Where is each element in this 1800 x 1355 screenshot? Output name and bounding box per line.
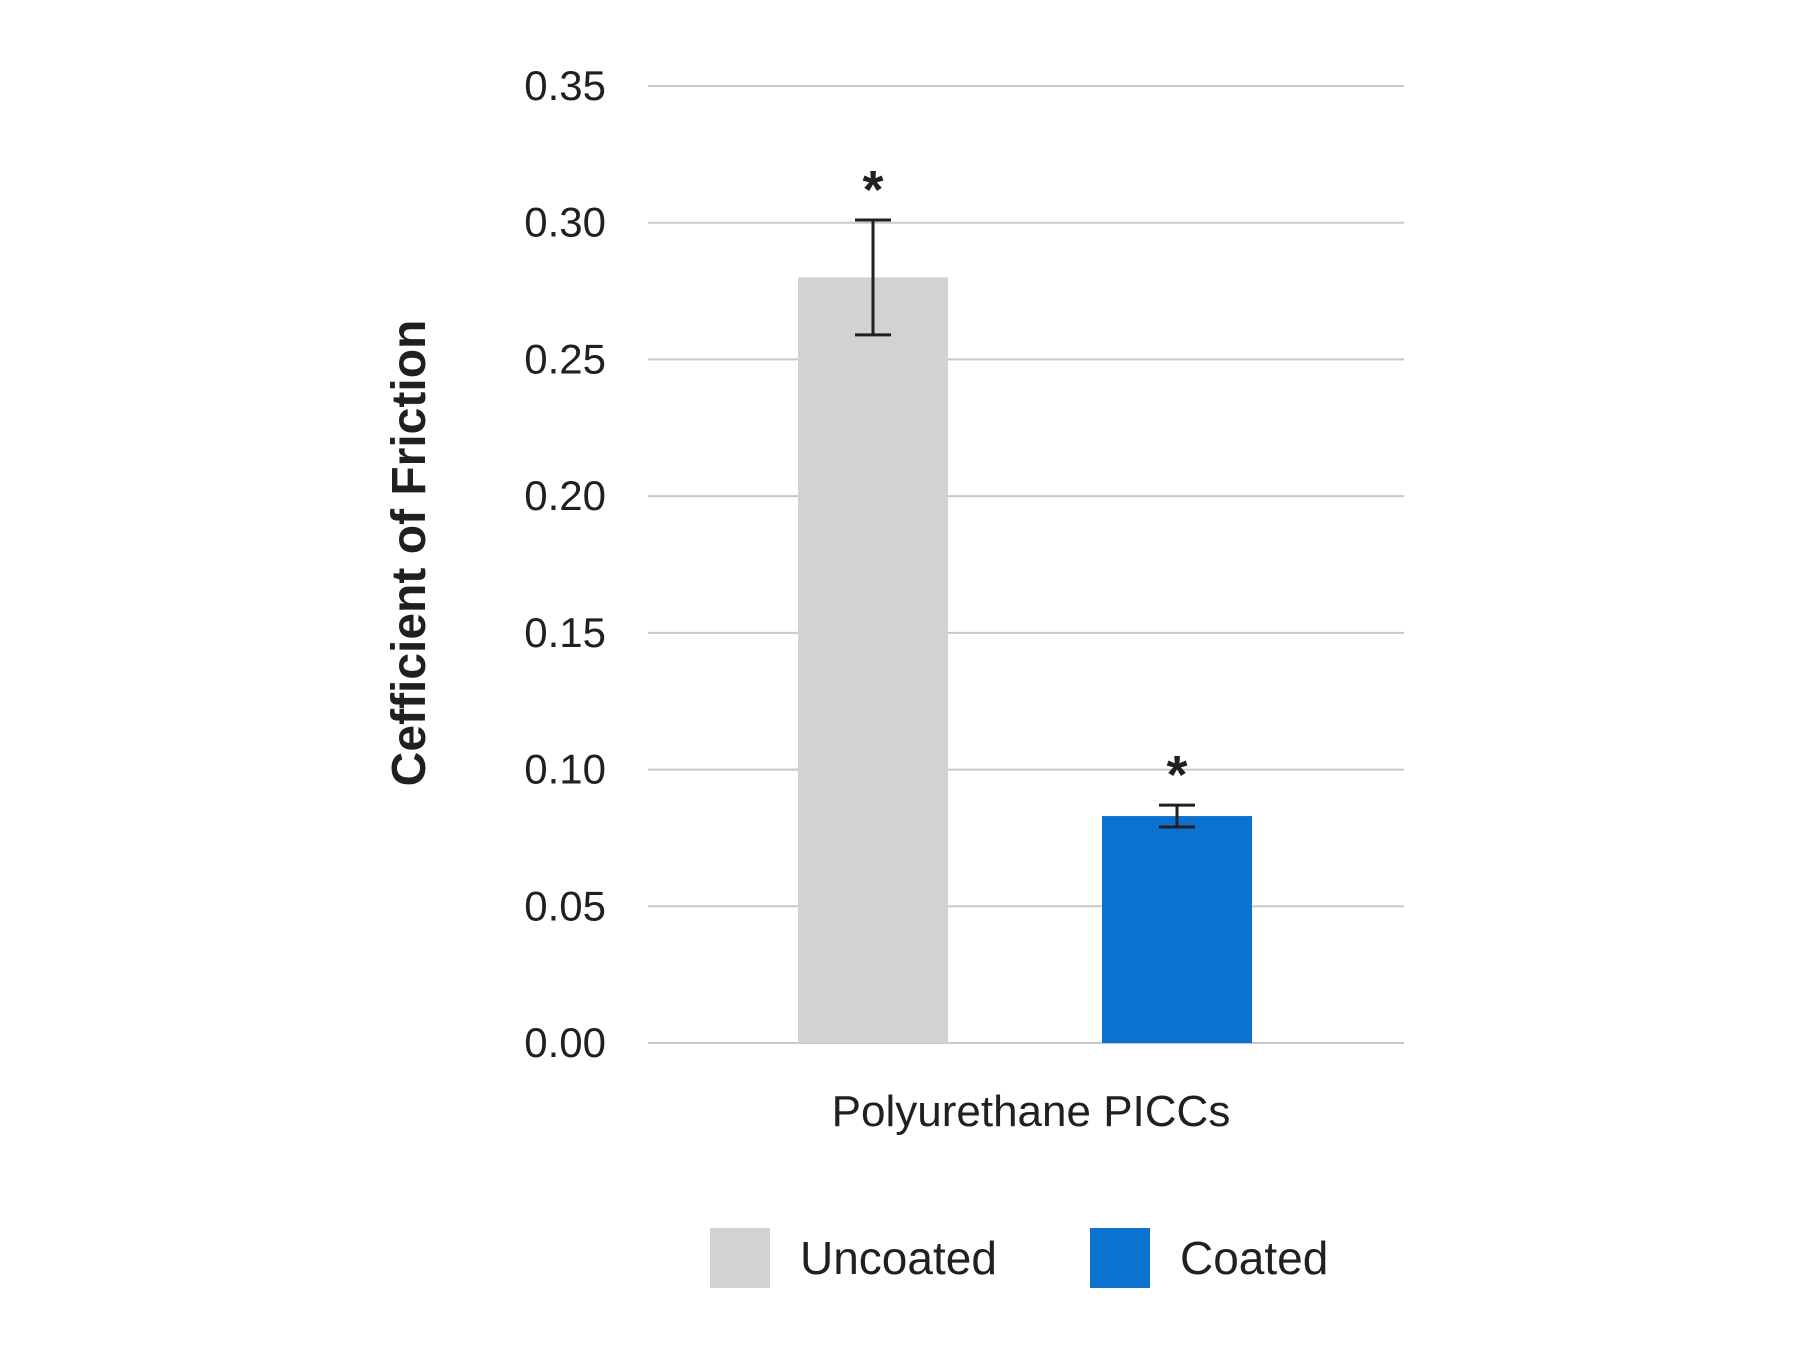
significance-asterisk: * <box>1166 745 1187 805</box>
y-tick-label: 0.10 <box>524 746 606 793</box>
significance-asterisk: * <box>862 160 883 220</box>
legend-swatch-coated <box>1090 1228 1150 1288</box>
bars <box>798 277 1252 1043</box>
y-tick-label: 0.15 <box>524 609 606 656</box>
error-bars <box>855 218 1195 829</box>
y-axis-ticks: 0.00 0.05 0.10 0.15 0.20 0.25 0.30 0.35 <box>524 62 606 1066</box>
y-tick-label: 0.20 <box>524 472 606 519</box>
y-tick-label: 0.05 <box>524 882 606 929</box>
y-tick-label: 0.30 <box>524 199 606 246</box>
legend-label-uncoated: Uncoated <box>800 1232 997 1284</box>
y-tick-label: 0.25 <box>524 335 606 382</box>
gridlines <box>648 85 1404 1044</box>
x-axis-label: Polyurethane PICCs <box>832 1087 1231 1136</box>
annotations: ** <box>862 160 1187 805</box>
y-tick-label: 0.00 <box>524 1019 606 1066</box>
legend-label-coated: Coated <box>1180 1232 1328 1284</box>
y-axis-label: Cefficient of Friction <box>383 320 436 787</box>
bar-uncoated <box>798 277 948 1043</box>
bar-coated <box>1102 816 1252 1043</box>
y-tick-label: 0.35 <box>524 62 606 109</box>
legend-swatch-uncoated <box>710 1228 770 1288</box>
legend: Uncoated Coated <box>710 1228 1328 1288</box>
